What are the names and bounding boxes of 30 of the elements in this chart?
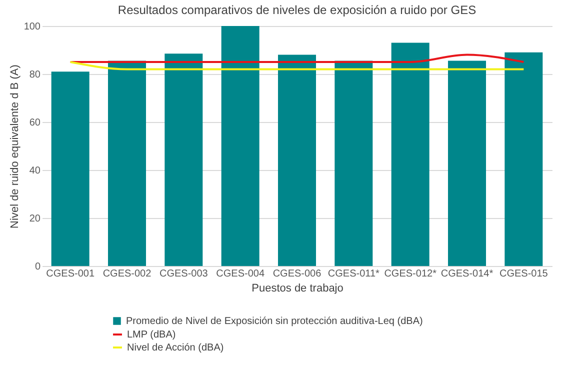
x-tick-label: CGES-011* [328,268,380,280]
y-tick-label: 0 [34,262,41,272]
x-tick-label: CGES-003 [159,268,208,280]
y-tick-label: 60 [29,118,41,128]
bar [448,60,486,266]
x-tick-label: CGES-004 [216,268,265,280]
bar [504,52,543,266]
x-tick-label: CGES-002 [102,268,152,280]
y-tick-label: 80 [29,70,41,80]
bar [108,60,146,266]
y-tick-label: 100 [24,22,41,32]
x-tick-label: CGES-012* [384,268,437,280]
legend-label: LMP (dBA) [127,330,176,340]
y-tick-label: 40 [29,166,41,176]
bar [221,26,260,266]
x-tick-label: CGES-015 [499,268,548,280]
legend-label: Promedio de Nivel de Exposición sin protección auditiva-Leq (dBA) [126,316,423,327]
legend-label: Nivel de Acción (dBA) [127,342,224,354]
x-tick-label: CGES-014* [440,268,494,280]
y-tick-label: 20 [29,214,41,224]
bar [51,72,90,266]
x-axis-title: Puestos de trabajo [252,282,344,294]
x-tick-label: CGES-001 [46,268,95,280]
bar [164,54,203,266]
chart-title: Resultados comparativos de niveles de exposición a ruido por GES [118,3,476,17]
y-axis-title: Nivel de ruido equivalente d B (A) [8,64,21,228]
x-tick-label: CGES-006 [272,268,322,280]
bar [334,60,373,266]
bar [278,54,316,266]
bar [391,42,430,266]
